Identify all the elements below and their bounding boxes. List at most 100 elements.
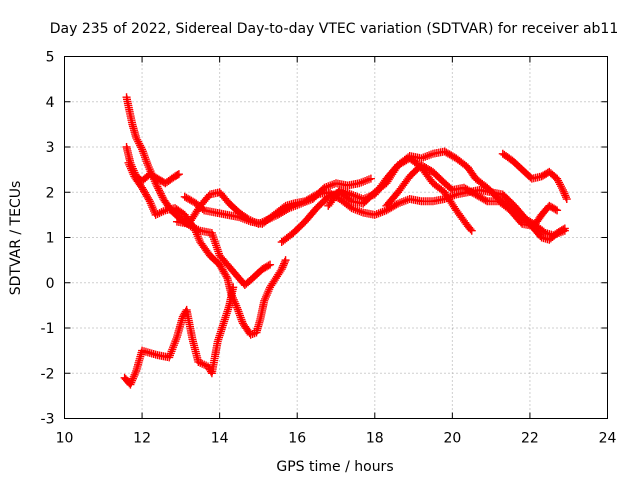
- data-point: [481, 196, 490, 205]
- y-tick-label: 0: [46, 276, 55, 292]
- data-point: [401, 196, 410, 205]
- data-point: [421, 152, 430, 161]
- data-point: [551, 230, 560, 239]
- data-point: [264, 287, 273, 296]
- data-point: [146, 199, 155, 208]
- data-point: [140, 187, 149, 196]
- data-point: [216, 262, 225, 271]
- data-point: [374, 209, 383, 218]
- data-point: [366, 174, 375, 183]
- x-tick-labels: 10 12 14 16 18 20 22 24: [56, 431, 617, 447]
- y-tick-label: -3: [41, 412, 55, 428]
- data-point: [277, 265, 286, 274]
- data-points: [120, 93, 571, 389]
- data-point: [130, 370, 139, 379]
- data-point: [555, 228, 564, 237]
- data-point: [136, 141, 145, 150]
- data-point: [174, 170, 183, 179]
- data-point: [229, 283, 238, 292]
- data-point: [560, 226, 569, 235]
- data-point: [419, 153, 428, 162]
- data-point: [394, 199, 403, 208]
- data-point: [549, 231, 558, 240]
- data-point: [328, 180, 337, 189]
- data-point: [221, 270, 230, 279]
- data-point: [193, 232, 202, 241]
- data-point: [262, 291, 271, 300]
- data-point: [556, 228, 565, 237]
- data-point: [137, 143, 146, 152]
- data-point: [423, 152, 432, 161]
- data-point: [155, 186, 164, 195]
- data-point: [192, 230, 201, 239]
- axis-ticks: [64, 56, 608, 419]
- data-point: [335, 185, 344, 194]
- data-point: [141, 190, 150, 199]
- y-tick-label: 5: [46, 50, 55, 66]
- x-tick-label: 16: [288, 431, 306, 447]
- data-point: [138, 183, 147, 192]
- data-point: [558, 185, 567, 194]
- y-tick-label: -1: [41, 321, 55, 337]
- data-point: [133, 135, 142, 144]
- data-point: [128, 376, 137, 385]
- data-point: [157, 208, 166, 217]
- data-point: [155, 187, 164, 196]
- data-point: [551, 205, 560, 214]
- data-point: [124, 158, 133, 167]
- plot-frame: [64, 56, 608, 419]
- data-point: [555, 180, 564, 189]
- data-point: [145, 197, 154, 206]
- data-point: [347, 204, 356, 213]
- data-point: [339, 187, 348, 196]
- data-point: [561, 193, 570, 202]
- data-point: [127, 378, 136, 387]
- data-point: [278, 263, 287, 272]
- data-point: [359, 177, 368, 186]
- data-point: [347, 190, 356, 199]
- data-point: [126, 162, 135, 171]
- data-point: [129, 170, 138, 179]
- series-track-j: [498, 149, 571, 204]
- data-point: [372, 210, 381, 219]
- data-point: [153, 209, 162, 218]
- y-tick-label: 3: [46, 140, 55, 156]
- data-point: [244, 216, 253, 225]
- x-tick-label: 20: [443, 431, 461, 447]
- data-point: [553, 229, 562, 238]
- data-point: [370, 210, 379, 219]
- series-track-c: [124, 158, 290, 339]
- data-point: [363, 176, 372, 185]
- data-point: [232, 301, 241, 310]
- data-point: [147, 201, 156, 210]
- data-point: [236, 213, 245, 222]
- y-tick-label: -2: [41, 366, 55, 382]
- data-point: [341, 188, 350, 197]
- data-point: [280, 259, 289, 268]
- data-point: [240, 215, 249, 224]
- data-point: [219, 267, 228, 276]
- series-track-d: [120, 283, 238, 389]
- data-point: [261, 294, 270, 303]
- data-point: [361, 194, 370, 203]
- data-point: [173, 170, 182, 179]
- y-tick-labels: -3 -2 -1 0 1 2 3 4 5: [41, 50, 55, 428]
- data-point: [151, 210, 160, 219]
- x-axis-title: GPS time / hours: [276, 459, 393, 475]
- data-point: [190, 224, 199, 233]
- data-point: [152, 180, 161, 189]
- data-point: [194, 357, 203, 366]
- data-point: [357, 207, 366, 216]
- series-track-i: [382, 161, 562, 231]
- data-point: [128, 168, 137, 177]
- data-point: [337, 186, 346, 195]
- data-point: [198, 359, 207, 368]
- data-point: [553, 206, 562, 215]
- data-point: [142, 192, 151, 201]
- data-point: [397, 198, 406, 207]
- data-point: [561, 191, 570, 200]
- data-point: [279, 261, 288, 270]
- data-point: [153, 182, 162, 191]
- data-point: [194, 234, 203, 243]
- data-point: [266, 260, 275, 269]
